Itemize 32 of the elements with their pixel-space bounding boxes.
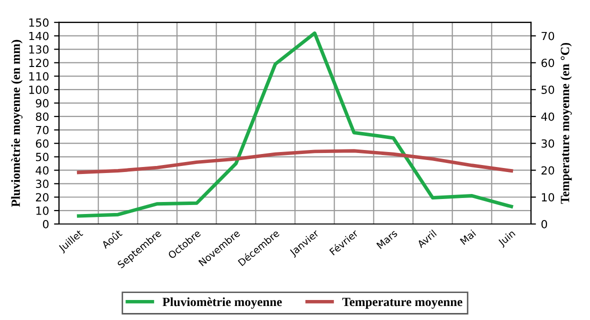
line-series <box>76 149 514 174</box>
line-series <box>76 31 514 218</box>
y-tick-label: 10 <box>36 206 49 215</box>
y2-tick-label: 40 <box>541 112 554 121</box>
y-tick-label: 40 <box>36 166 49 175</box>
x-tick-label: Mai <box>460 229 476 245</box>
y-tick-label: 50 <box>36 152 49 162</box>
y2-tick-label: 30 <box>542 139 554 148</box>
y2-tick-label: 20 <box>542 166 554 175</box>
y-tick-label: 100 <box>29 86 49 94</box>
y-tick-label: 130 <box>29 45 49 54</box>
y-tick-label: 30 <box>36 180 49 188</box>
y-tick-label: 120 <box>29 58 49 68</box>
y-tick-label: 70 <box>36 126 49 134</box>
y-tick-label: 110 <box>29 72 49 81</box>
y2-tick-label: 60 <box>542 58 554 68</box>
x-tick-label: Juin <box>497 229 517 248</box>
y2-tick-label: 0 <box>541 220 548 228</box>
y-axis-title: Pluviomètrie moyenne (en mm) <box>11 40 23 207</box>
y2-tick-label: 70 <box>542 32 554 40</box>
y-tick-label: 60 <box>36 139 49 148</box>
y2-tick-label: 50 <box>542 86 554 94</box>
y2-tick-label: 10 <box>542 193 554 202</box>
y-tick-label: 150 <box>29 18 49 27</box>
y-tick-label: 140 <box>29 32 49 40</box>
y-tick-label: 20 <box>36 193 49 202</box>
y-tick-label: 0 <box>42 220 49 228</box>
y2-axis-title: Temperature moyenne (en °C) <box>560 42 572 204</box>
y-tick-label: 80 <box>36 112 49 121</box>
legend-label: Temperature moyenne <box>342 298 462 309</box>
legend-label: Pluviomètrie moyenne <box>162 297 282 309</box>
y-tick-label: 90 <box>36 99 49 108</box>
